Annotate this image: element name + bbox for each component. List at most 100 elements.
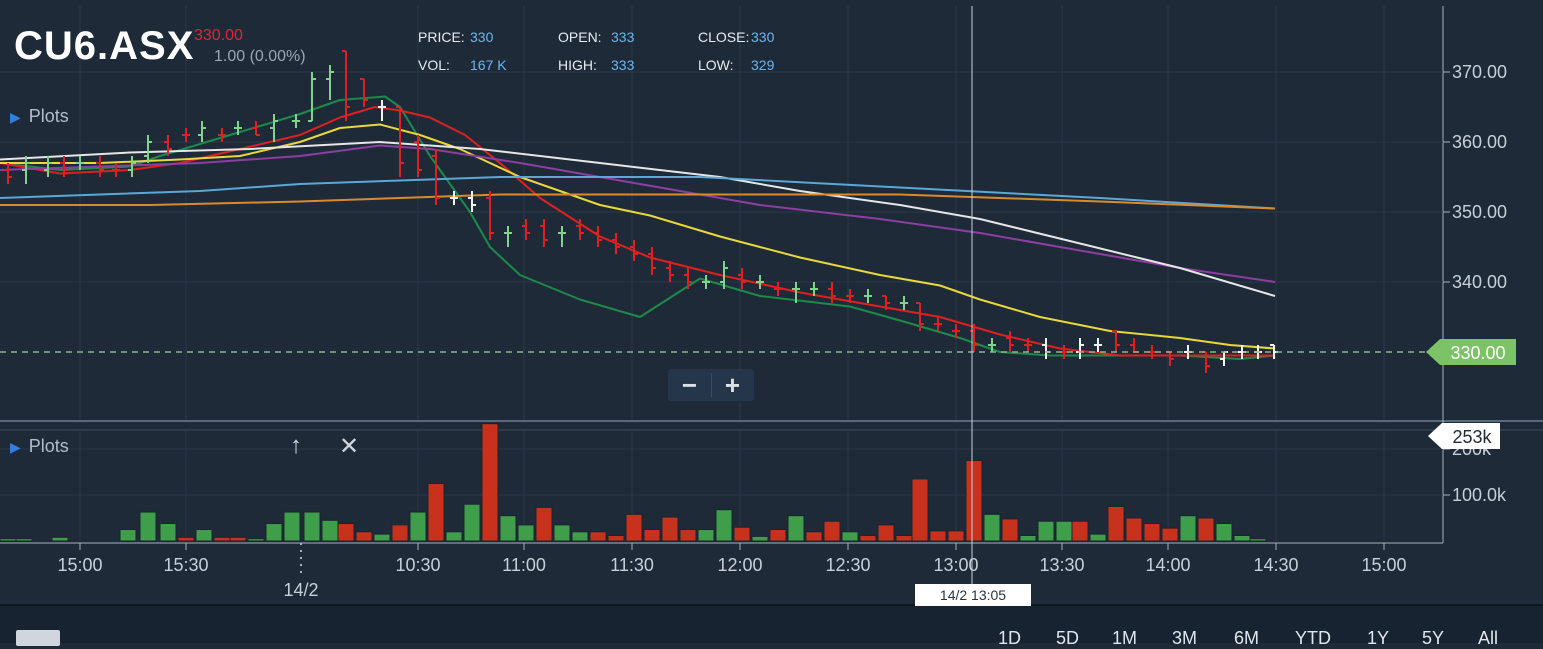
ohlc-bar: [702, 275, 710, 289]
ohlc-bar: [934, 317, 942, 331]
volume-plots-label: Plots: [28, 436, 69, 456]
ohlc-bar: [882, 295, 890, 310]
ohlc-bar: [234, 121, 242, 135]
volume-bar: [517, 524, 535, 542]
volume-plots-toggle[interactable]: ▶ Plots: [10, 436, 69, 457]
ohlc-bar: [1006, 331, 1014, 352]
volume-panel-background: [0, 430, 1543, 542]
volume-bar: [355, 531, 373, 542]
volume-bar: [787, 515, 805, 542]
stat-price-label: PRICE:: [418, 29, 465, 45]
volume-bar: [1197, 517, 1215, 542]
zoom-divider: [711, 373, 712, 397]
moving-average-line-yellow: [0, 123, 1276, 350]
ohlc-bar: [4, 163, 12, 184]
volume-bar: [769, 529, 787, 542]
volume-bar: [841, 531, 859, 542]
volume-bar: [751, 535, 769, 542]
ohlc-bar: [252, 121, 260, 136]
ohlc-bar: [864, 289, 872, 303]
volume-bar: [1071, 520, 1089, 542]
volume-bar: [409, 511, 427, 542]
ohlc-bar: [612, 233, 620, 254]
volume-bar: [1125, 517, 1143, 542]
ohlc-bar: [60, 156, 68, 177]
price-tick-label: 370.00: [1452, 62, 1507, 82]
ohlc-bar: [450, 191, 458, 205]
time-tick-label: 13:30: [1039, 555, 1084, 575]
ohlc-bar: [522, 219, 530, 240]
range-5y-button[interactable]: 5Y: [1422, 628, 1445, 648]
volume-bar: [571, 531, 589, 542]
ohlc-bar: [128, 156, 136, 177]
range-1y-button[interactable]: 1Y: [1367, 628, 1390, 648]
volume-bar: [823, 520, 841, 542]
ohlc-bar: [540, 219, 548, 247]
volume-bar: [15, 538, 33, 542]
volume-bar: [119, 529, 137, 542]
range-5d-button[interactable]: 5D: [1056, 628, 1080, 648]
expand-triangle-icon: ▶: [10, 109, 21, 125]
close-icon[interactable]: ✕: [339, 433, 360, 460]
ohlc-bar: [396, 106, 404, 177]
ohlc-bar: [164, 135, 172, 156]
time-tick-label: 10:30: [395, 555, 440, 575]
range-3m-button[interactable]: 3M: [1172, 628, 1198, 648]
ohlc-bar: [360, 78, 368, 107]
zoom-out-button[interactable]: −: [681, 370, 698, 400]
move-up-icon[interactable]: ↑: [290, 432, 302, 459]
volume-bar: [661, 516, 679, 542]
volume-bar: [337, 523, 355, 542]
time-tick-label: 13:00: [933, 555, 978, 575]
volume-bar: [643, 529, 661, 542]
zoom-controls: − +: [668, 369, 754, 401]
volume-bar: [553, 524, 571, 542]
volume-bar: [1161, 527, 1179, 542]
ohlc-bar: [684, 268, 692, 289]
volume-bar: [229, 536, 247, 542]
crosshair-time-label: 14/2 13:05: [940, 587, 1006, 603]
moving-average-line-purple: [0, 144, 1276, 283]
ohlc-bar: [504, 226, 512, 247]
range-6m-button[interactable]: 6M: [1234, 628, 1260, 648]
range-1d-button[interactable]: 1D: [998, 628, 1022, 648]
range-ytd-button[interactable]: YTD: [1295, 628, 1331, 648]
footer-background: [0, 606, 1543, 643]
ohlc-bar: [1112, 330, 1120, 352]
volume-bar: [303, 511, 321, 542]
ohlc-bar: [1094, 338, 1102, 352]
last-price: 330.00: [194, 27, 243, 44]
ohlc-bar: [666, 261, 674, 282]
volume-bar: [321, 519, 339, 542]
ticker-symbol: CU6.ASX: [14, 24, 195, 68]
ohlc-bar: [1024, 338, 1032, 352]
price-plots-toggle[interactable]: ▶ Plots: [10, 106, 69, 127]
volume-bar: [1055, 520, 1073, 542]
volume-bar: [463, 503, 481, 542]
stat-high-label: HIGH:: [558, 57, 597, 73]
range-all-button[interactable]: All: [1478, 628, 1499, 648]
volume-bar: [983, 513, 1001, 542]
stat-close-label: CLOSE:: [698, 29, 750, 45]
ohlc-bar: [218, 128, 226, 142]
ohlc-bar: [594, 226, 602, 247]
volume-bar: [51, 536, 69, 542]
volume-bar: [1179, 515, 1197, 542]
keyboard-icon[interactable]: [16, 630, 60, 646]
volume-bar: [195, 529, 213, 542]
volume-bar: [1249, 538, 1267, 542]
stat-high-value: 333: [611, 57, 635, 73]
zoom-in-button[interactable]: +: [724, 370, 741, 400]
stat-open-value: 333: [611, 29, 635, 45]
volume-bar: [1215, 523, 1233, 542]
ohlc-bar: [76, 156, 84, 170]
volume-bar: [965, 460, 983, 542]
ohlc-bar: [720, 261, 728, 289]
ohlc-bar: [576, 219, 584, 240]
volume-bar: [499, 515, 517, 542]
volume-bar: [877, 524, 895, 542]
ohlc-bar: [828, 282, 836, 303]
ohlc-bar: [112, 163, 120, 177]
range-1m-button[interactable]: 1M: [1112, 628, 1138, 648]
